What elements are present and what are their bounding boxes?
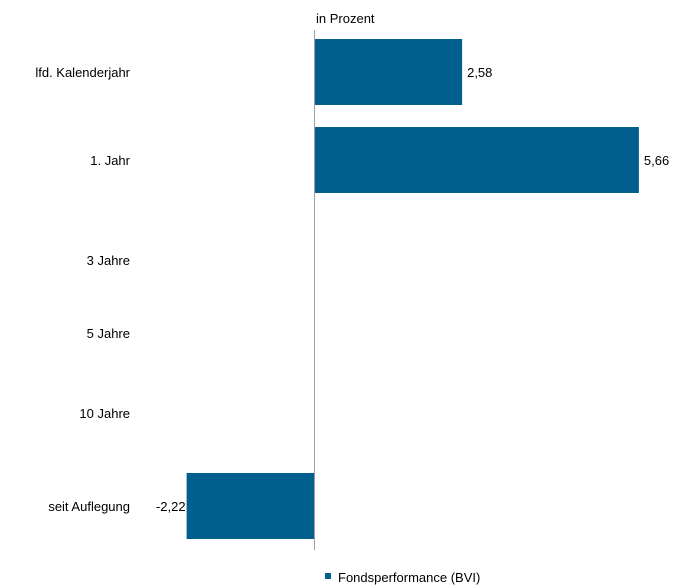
bar [314, 39, 463, 105]
category-label: seit Auflegung [48, 499, 130, 514]
value-label: -2,22 [156, 499, 186, 514]
value-label: 5,66 [644, 153, 669, 168]
category-label: 3 Jahre [87, 253, 130, 268]
category-label: lfd. Kalenderjahr [35, 65, 130, 80]
legend-label: Fondsperformance (BVI) [338, 570, 480, 585]
unit-label: in Prozent [316, 11, 375, 26]
legend: Fondsperformance (BVI) [325, 570, 480, 585]
bar [314, 127, 639, 193]
bar [186, 473, 314, 539]
category-label: 5 Jahre [87, 326, 130, 341]
category-label: 10 Jahre [79, 406, 130, 421]
category-label: 1. Jahr [90, 153, 130, 168]
value-label: 2,58 [467, 65, 492, 80]
legend-swatch [325, 573, 331, 579]
